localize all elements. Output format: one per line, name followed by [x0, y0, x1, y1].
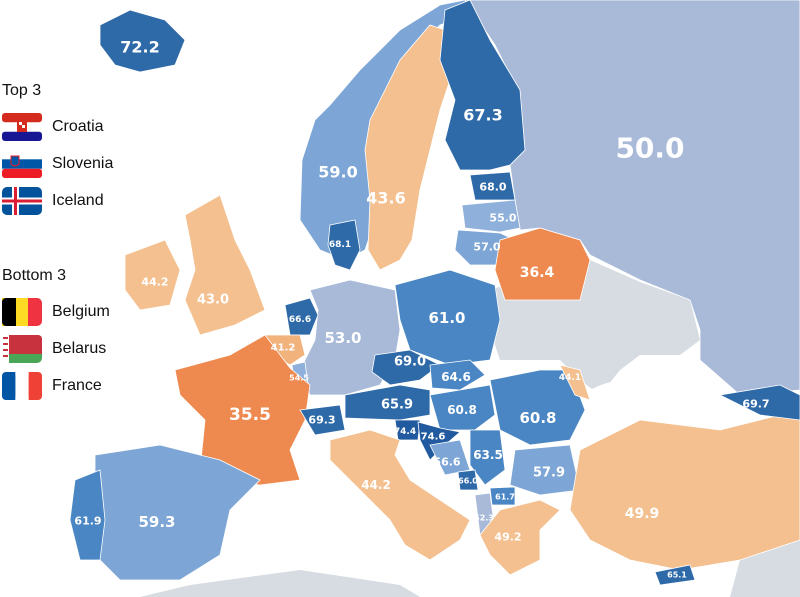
region-label: 59.0 — [318, 163, 357, 182]
region-label: 60.8 — [447, 403, 477, 417]
region-label: 50.0 — [615, 132, 684, 165]
legend-item: Belarus — [2, 330, 142, 367]
region-label: 43.6 — [366, 189, 405, 208]
region-label: 35.5 — [229, 405, 271, 425]
region — [559, 364, 591, 401]
region-label: 66.6 — [289, 315, 311, 325]
regions — [69, 0, 800, 586]
legend-item: Belgium — [2, 293, 142, 330]
region-label: 49.9 — [625, 506, 660, 522]
region — [494, 227, 591, 301]
region-label: 69.0 — [394, 355, 426, 370]
flag — [2, 297, 42, 326]
region — [429, 439, 471, 476]
region — [461, 199, 521, 233]
flag — [2, 334, 42, 363]
flag — [2, 112, 42, 141]
no-data-land — [140, 570, 420, 597]
region-label: 65.9 — [381, 398, 413, 413]
legend-label: France — [52, 376, 102, 394]
region-label: 74.4 — [394, 427, 416, 437]
region-label: 43.0 — [197, 293, 229, 308]
region — [429, 359, 486, 391]
region-label: 74.6 — [421, 432, 446, 443]
region — [371, 349, 441, 386]
region — [99, 9, 186, 73]
region-label: 67.3 — [463, 106, 502, 125]
labels: 50.0 72.2 59.0 43.6 67.3 68.0 55.0 57.0 68.1 36.4… — [74, 38, 769, 580]
region-label: 57.0 — [473, 241, 500, 254]
region-label: 61.9 — [74, 515, 101, 528]
region — [457, 469, 479, 491]
region-label: 68.0 — [479, 181, 506, 194]
region — [124, 239, 181, 311]
region-label: 57.9 — [533, 466, 565, 481]
legend-label: Croatia — [52, 117, 104, 135]
region — [469, 429, 506, 486]
region-label: 65.1 — [667, 571, 687, 580]
region — [509, 444, 581, 496]
region — [69, 469, 106, 561]
flag — [2, 186, 42, 215]
legend-item: Croatia — [2, 108, 142, 145]
region — [329, 429, 471, 561]
region-label: 55.0 — [489, 212, 516, 225]
region — [184, 194, 266, 336]
region — [654, 564, 696, 586]
region-label: 64.6 — [441, 370, 471, 384]
legend-label: Belarus — [52, 339, 107, 357]
region-label: 60.8 — [519, 409, 556, 427]
flag — [2, 371, 42, 400]
legend-item: France — [2, 367, 142, 404]
region-label: 41.2 — [271, 343, 296, 354]
region — [479, 499, 561, 576]
region-label: 44.1 — [559, 373, 581, 383]
region-label: 68.1 — [329, 240, 351, 250]
region-label: 69.7 — [742, 398, 769, 411]
region-label: 36.4 — [520, 265, 555, 281]
region-label: 63.5 — [473, 448, 503, 462]
legend-label: Belgium — [52, 302, 110, 320]
legend-label: Slovenia — [52, 154, 114, 172]
region — [439, 0, 526, 171]
flag — [2, 149, 42, 178]
region — [489, 486, 516, 506]
region-label: 44.2 — [361, 478, 391, 492]
legend-item: Iceland — [2, 182, 142, 219]
region — [174, 334, 311, 486]
legend-item: Slovenia — [2, 145, 142, 182]
region-label: 44.2 — [141, 276, 168, 289]
legend-title: Bottom 3 — [2, 267, 67, 284]
region-label: 59.3 — [138, 513, 175, 531]
region — [364, 24, 451, 271]
region — [569, 409, 800, 571]
region-label: 69.3 — [308, 414, 335, 427]
region — [284, 297, 319, 336]
region-label: 72.2 — [120, 38, 159, 57]
region — [299, 404, 346, 436]
region-label: 56.6 — [433, 456, 460, 469]
region-label: 52.3 — [474, 514, 494, 523]
legend-title: Top 3 — [2, 82, 42, 99]
region-label: 61.7 — [495, 493, 515, 502]
region — [394, 269, 501, 366]
region — [489, 369, 586, 446]
region — [718, 384, 800, 421]
no-data-land — [730, 540, 800, 597]
region-label: 54.5 — [289, 374, 309, 383]
region — [327, 219, 361, 271]
region-label: 49.2 — [494, 531, 521, 544]
region-label: 61.0 — [428, 309, 465, 327]
legend: Top 3 Croatia Slovenia Iceland Bottom 3 … — [2, 82, 142, 404]
region — [344, 384, 431, 421]
region-label: 53.0 — [324, 329, 361, 347]
legend-label: Iceland — [52, 191, 104, 209]
region — [394, 419, 421, 441]
region-label: 66.0 — [458, 477, 478, 486]
